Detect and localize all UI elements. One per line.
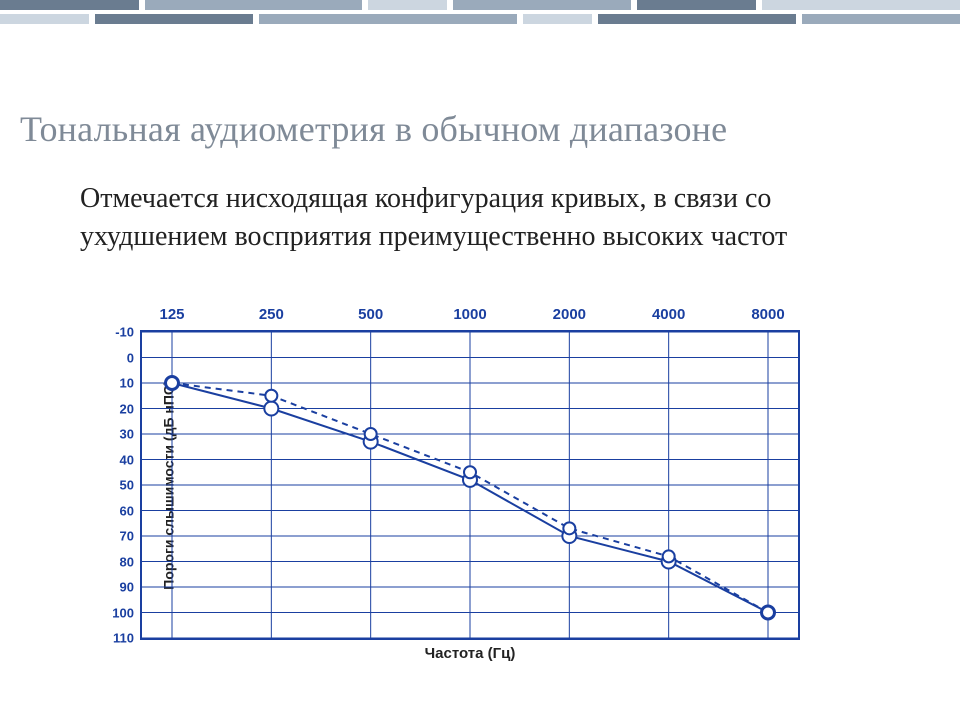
x-tick-label: 125 — [159, 306, 184, 323]
y-tick-label: 20 — [120, 401, 134, 416]
y-tick-label: 50 — [120, 478, 134, 493]
y-tick-label: 80 — [120, 554, 134, 569]
x-axis-title: Частота (Гц) — [425, 645, 516, 662]
y-tick-label: 90 — [120, 580, 134, 595]
slide-subtitle: Отмечается нисходящая конфигурация кривы… — [80, 180, 900, 256]
y-tick-label: 110 — [113, 631, 134, 646]
slide-title: Тональная аудиометрия в обычном диапазон… — [20, 108, 727, 150]
decor-segment — [802, 14, 960, 24]
decor-segment — [523, 14, 592, 24]
decor-top-bars — [0, 0, 960, 40]
y-tick-label: 10 — [120, 376, 134, 391]
x-tick-label: 8000 — [751, 306, 784, 323]
y-tick-label: 60 — [120, 503, 134, 518]
decor-segment — [145, 0, 363, 10]
y-tick-label: 30 — [120, 427, 134, 442]
decor-segment — [598, 14, 796, 24]
slide: Тональная аудиометрия в обычном диапазон… — [0, 0, 960, 720]
decor-row-0 — [0, 0, 960, 10]
decor-segment — [637, 0, 756, 10]
decor-segment — [0, 14, 89, 24]
chart-border: 1252505001000200040008000 -1001020304050… — [140, 330, 800, 640]
decor-segment — [259, 14, 516, 24]
audiogram-chart: 1252505001000200040008000 -1001020304050… — [140, 330, 800, 660]
decor-segment — [95, 14, 253, 24]
y-tick-label: 100 — [112, 605, 134, 620]
decor-row-1 — [0, 14, 960, 24]
x-tick-label: 500 — [358, 306, 383, 323]
decor-segment — [762, 0, 960, 10]
decor-segment — [453, 0, 631, 10]
y-tick-label: -10 — [115, 325, 134, 340]
x-tick-label: 1000 — [453, 306, 486, 323]
x-axis-labels: 125 250 500 1000 2000 4000 8000 — [142, 306, 798, 326]
decor-segment — [0, 0, 139, 10]
y-tick-label: 70 — [120, 529, 134, 544]
x-tick-label: 4000 — [652, 306, 685, 323]
x-tick-label: 2000 — [553, 306, 586, 323]
y-tick-label: 40 — [120, 452, 134, 467]
chart-plot — [142, 332, 798, 638]
y-tick-label: 0 — [127, 350, 134, 365]
decor-segment — [368, 0, 447, 10]
x-tick-label: 250 — [259, 306, 284, 323]
